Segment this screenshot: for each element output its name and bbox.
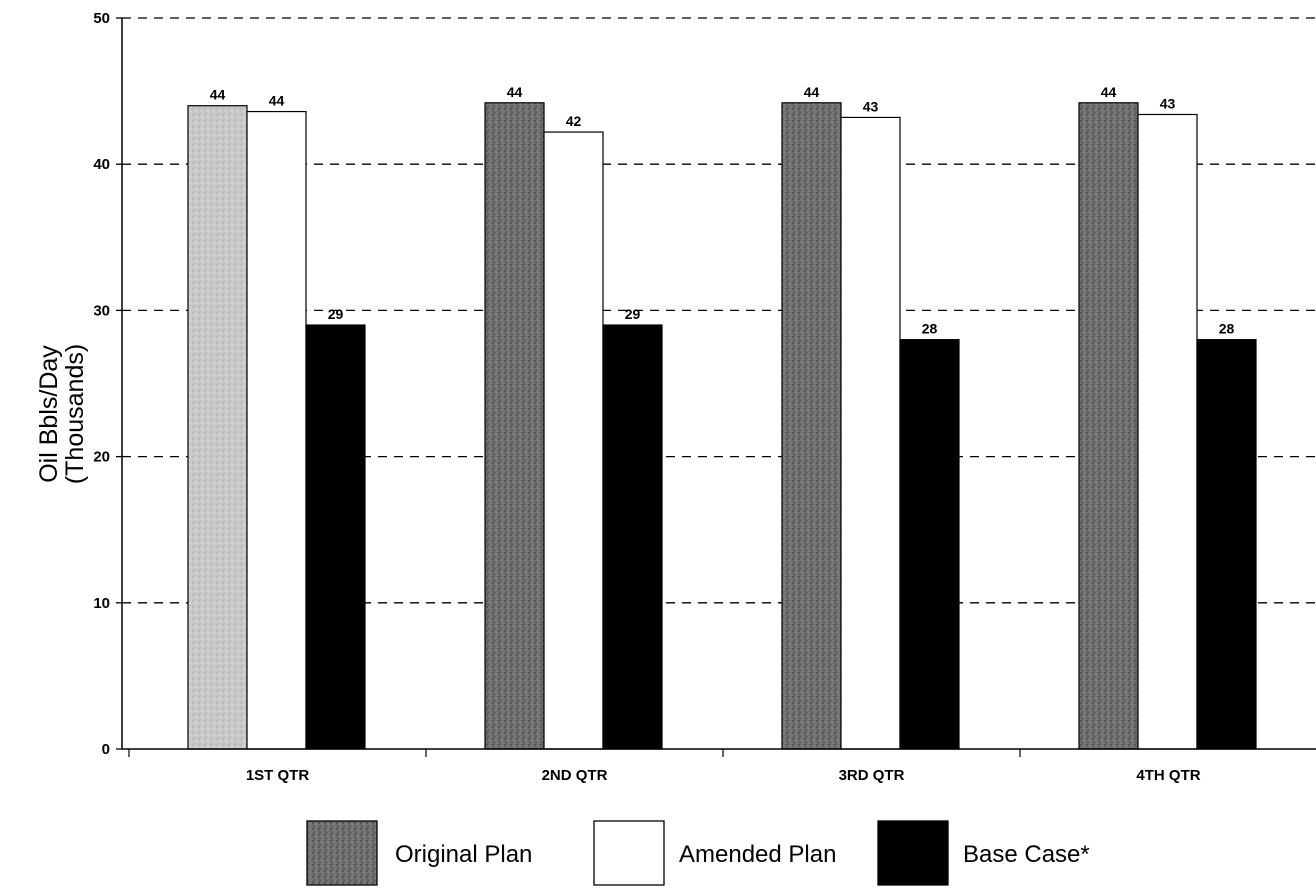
legend-swatch	[593, 820, 665, 886]
data-label: 29	[625, 306, 641, 322]
y-tick-label: 0	[102, 741, 110, 758]
data-label: 44	[269, 93, 285, 109]
legend-label: Base Case*	[963, 841, 1090, 868]
bar	[1196, 339, 1257, 750]
legend-swatch	[877, 820, 949, 886]
x-tick-label: 1ST QTR	[246, 767, 310, 784]
data-label: 28	[922, 321, 938, 337]
bar	[246, 110, 307, 750]
y-axis-title-line1: Oil Bbls/Day	[35, 345, 63, 483]
data-label: 42	[566, 113, 582, 129]
bar	[484, 102, 545, 750]
bar	[840, 116, 901, 750]
bar	[1078, 102, 1139, 750]
y-tick-label: 50	[93, 10, 110, 27]
data-label: 43	[1160, 95, 1176, 111]
data-label: 43	[863, 98, 879, 114]
y-tick-label: 20	[93, 449, 110, 466]
data-label: 29	[328, 306, 344, 322]
legend-label: Amended Plan	[679, 841, 836, 868]
data-label: 44	[507, 84, 523, 100]
legend: Original Plan Amended Plan Base Case*	[306, 820, 1090, 886]
y-axis-title-line2: (Thousands)	[61, 344, 89, 484]
data-label: 44	[1101, 84, 1117, 100]
labels: 0 10 20 30 40 50 44 44 29 1ST QTR 44 42 29 2ND QTR 44 4…	[93, 10, 1234, 784]
bar	[1137, 113, 1198, 750]
axes	[116, 17, 1316, 757]
bar	[187, 105, 248, 750]
bars	[187, 102, 1257, 750]
y-tick-label: 30	[93, 302, 110, 319]
x-tick-label: 4TH QTR	[1136, 767, 1200, 784]
data-label: 44	[804, 84, 820, 100]
x-tick-label: 3RD QTR	[839, 767, 905, 784]
bar	[305, 324, 366, 750]
bar	[602, 324, 663, 750]
y-tick-label: 10	[93, 595, 110, 612]
bar	[899, 339, 960, 750]
bar	[781, 102, 842, 750]
x-tick-label: 2ND QTR	[542, 767, 608, 784]
y-tick-label: 40	[93, 156, 110, 173]
bar	[543, 131, 604, 750]
data-label: 28	[1219, 321, 1235, 337]
legend-label: Original Plan	[395, 841, 532, 868]
legend-swatch	[306, 820, 378, 886]
data-label: 44	[210, 87, 226, 103]
y-axis-title: Oil Bbls/Day (Thousands)	[35, 344, 89, 484]
